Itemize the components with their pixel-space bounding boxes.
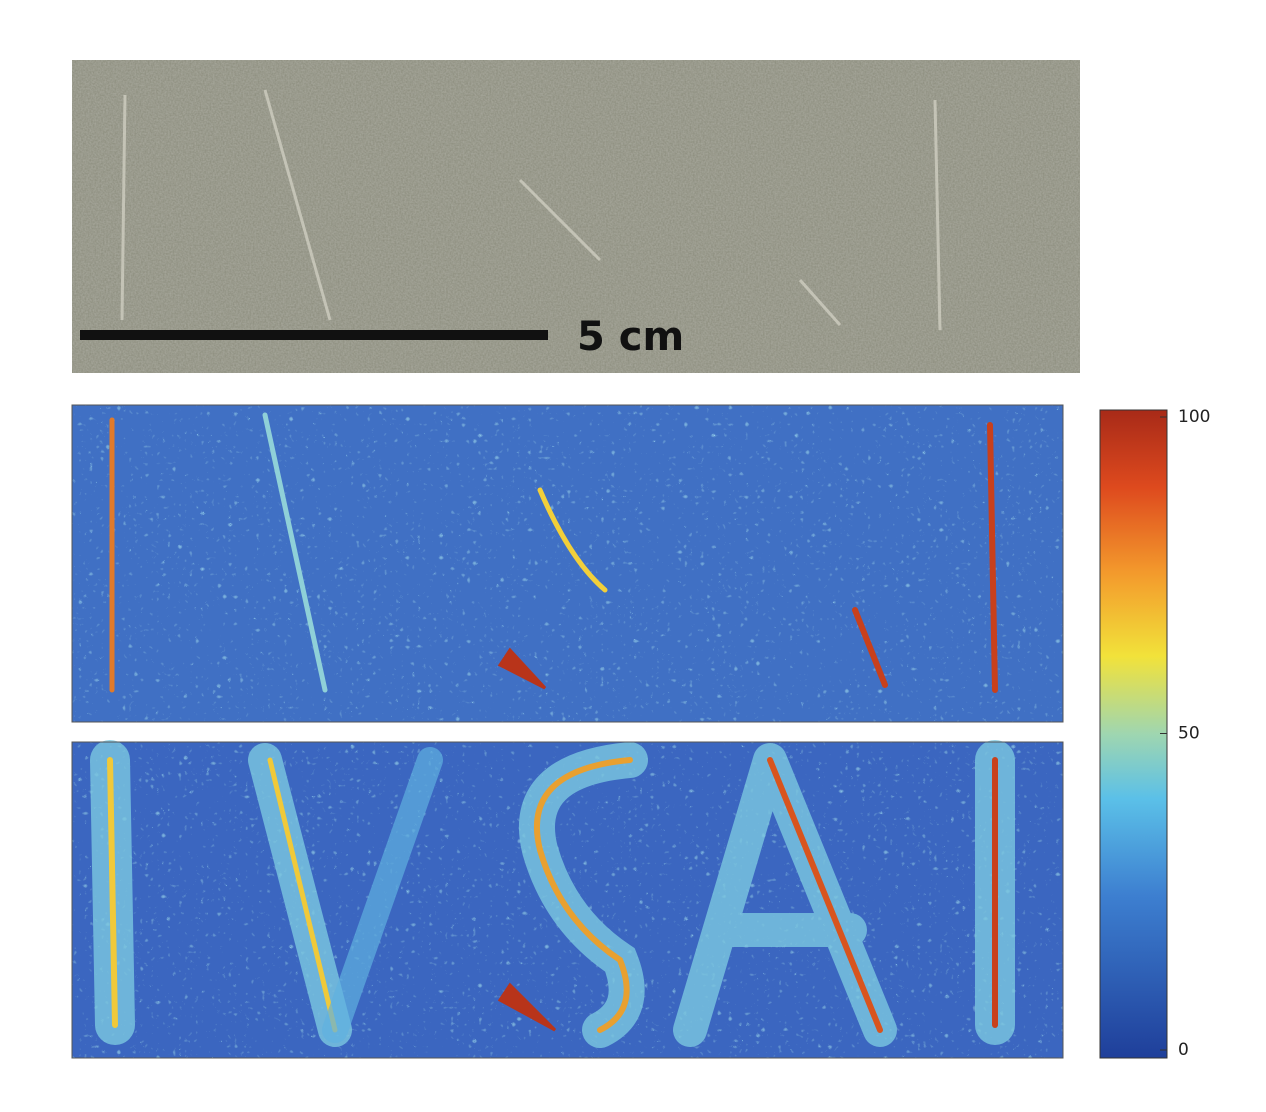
colorbar (1099, 409, 1168, 1059)
photo-engraving (120, 89, 942, 331)
colorbar-tick-label: 50 (1178, 724, 1200, 744)
colorbar-gradient (1099, 409, 1168, 1059)
photo: 5 cm (72, 60, 1080, 373)
scale-bar-label: 5 cm (577, 314, 684, 360)
colorbar-tick-label: 0 (1178, 1040, 1189, 1060)
heatmap-background (72, 405, 1063, 722)
heatmap-top (71, 404, 1064, 723)
heatmap-features (109, 412, 998, 693)
heatmap-frame (71, 741, 1064, 1059)
heatmap-frame (71, 404, 1064, 723)
photo-background (72, 60, 1080, 373)
heatmap-bottom (71, 740, 1064, 1059)
heatmap-features (90, 740, 1015, 1048)
colorbar-tick-label: 100 (1178, 407, 1210, 427)
